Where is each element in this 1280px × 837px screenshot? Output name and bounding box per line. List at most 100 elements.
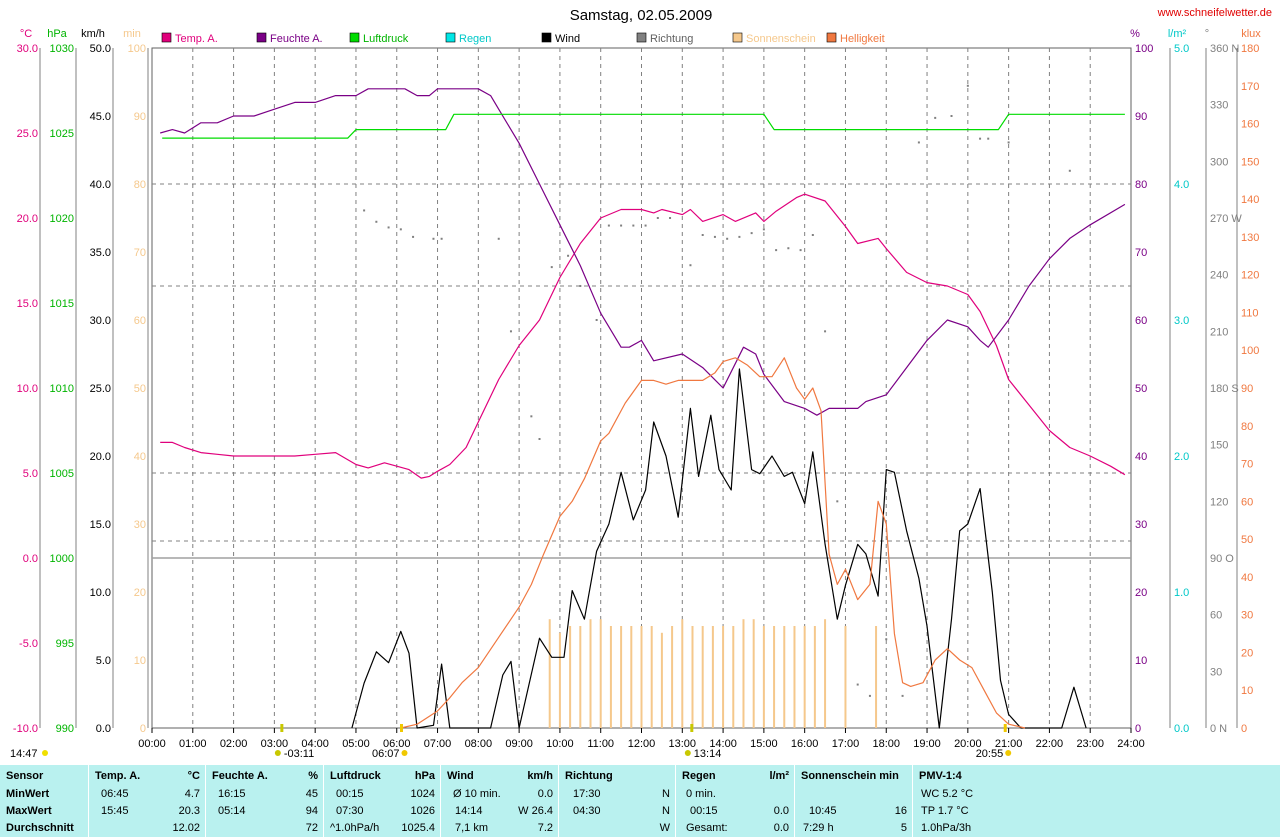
tick-sun-7: 30: [134, 519, 146, 531]
tick-direction-0: 360 N: [1210, 43, 1239, 55]
sun-bar-19: [742, 619, 745, 728]
sunshine-bars: [548, 619, 878, 728]
legend-label-1: Feuchte A.: [270, 33, 323, 45]
sun-bar-17: [722, 626, 725, 728]
legend-swatch-4: [541, 32, 552, 43]
tick-rain-0: 5.0: [1174, 43, 1189, 55]
tick-klux-15: 30: [1241, 610, 1253, 622]
dir-point-0: [363, 209, 366, 212]
marker-label-sunset: 20:55: [976, 748, 1004, 760]
legend-swatch-5: [636, 32, 647, 43]
tick-sun-5: 50: [134, 383, 146, 395]
dir-point-16: [620, 224, 623, 227]
marker-label-moon_culmination: 13:14: [694, 748, 722, 760]
stats-sun-header: Sonnenschein min: [801, 770, 899, 782]
sun-bar-25: [803, 626, 806, 728]
dir-point-13: [579, 285, 582, 287]
x-tick-24: 24:00: [1117, 738, 1145, 750]
dir-point-29: [787, 247, 790, 250]
stats-pressure-col: Luftdruck hPa 00:15 1024 07:30 1026 ^1.0…: [323, 765, 441, 837]
site-url[interactable]: www.schneifelwetter.de: [1157, 7, 1272, 19]
chart-title: Samstag, 02.05.2009: [570, 7, 713, 24]
dir-point-24: [726, 237, 729, 240]
sun-bar-16: [711, 626, 714, 728]
legend-swatch-0: [161, 32, 172, 43]
tick-temp-5: 5.0: [23, 468, 38, 480]
sun-bar-12: [671, 626, 674, 728]
tick-pressure-0: 1030: [50, 43, 74, 55]
unit-pressure: hPa: [47, 28, 67, 40]
dir-point-33: [836, 500, 839, 503]
tick-rain-4: 1.0: [1174, 587, 1189, 599]
stats-direction-col: Richtung 17:30 N 04:30 N W: [558, 765, 676, 837]
pmv-wc: WC 5.2 °C: [921, 788, 974, 800]
weather-chart: Samstag, 02.05.2009 www.schneifelwetter.…: [10, 7, 1272, 760]
sun-bar-26: [813, 626, 816, 728]
stats-pmv-header: PMV-1:4: [919, 770, 962, 782]
sun-total: 7:29 h: [803, 822, 834, 834]
pressure-trend: ^1.0hPa/h: [330, 822, 380, 834]
x-tick-8: 08:00: [465, 738, 493, 750]
tick-klux-4: 140: [1241, 194, 1259, 206]
sun-bar-18: [732, 626, 735, 728]
dir-point-26: [750, 232, 753, 235]
stats-rain-header: Regen: [682, 770, 716, 782]
tick-wind-0: 50.0: [90, 43, 111, 55]
tick-pressure-6: 1000: [50, 553, 74, 565]
unit-rain: l/m²: [1168, 28, 1187, 40]
tick-humidity-4: 60: [1135, 315, 1147, 327]
tick-direction-4: 240: [1210, 270, 1228, 282]
legend-label-5: Richtung: [650, 33, 693, 45]
tick-temp-6: 0.0: [23, 553, 38, 565]
dir-point-28: [775, 249, 778, 252]
direction-max-val: N: [662, 805, 670, 817]
legend-label-4: Wind: [555, 33, 580, 45]
stats-sun-col: Sonnenschein min 10:45 16 7:29 h 5: [794, 765, 913, 837]
humidity-max-val: 94: [305, 805, 318, 817]
dir-point-39: [917, 141, 920, 144]
marker-icon-moon_culmination: [684, 750, 691, 756]
rain-r2-val: 0.0: [773, 805, 789, 817]
series-line-4: [400, 357, 1026, 729]
series-line-1: [160, 88, 1126, 416]
pressure-max-val: 1026: [410, 805, 435, 817]
tick-rain-5: 0.0: [1174, 723, 1189, 735]
dir-point-37: [885, 638, 888, 641]
legend-label-2: Luftdruck: [363, 33, 409, 45]
legend-label-0: Temp. A.: [175, 33, 218, 45]
stats-wind-header: Wind: [447, 770, 474, 782]
x-tick-12: 12:00: [628, 738, 656, 750]
dir-point-32: [824, 330, 827, 333]
rain-total-val: 0.0: [773, 822, 789, 834]
sun-bar-27: [824, 619, 827, 728]
sun-bar-10: [650, 626, 653, 728]
stats-sensor-header: Sensor: [6, 770, 44, 782]
dir-point-8: [509, 330, 512, 333]
x-tick-14: 14:00: [709, 738, 737, 750]
unit-humidity: %: [1130, 28, 1140, 40]
tick-sun-0: 100: [128, 43, 146, 55]
sun-bar-7: [620, 626, 623, 728]
legend-swatch-2: [349, 32, 360, 43]
tick-direction-3: 270 W: [1210, 213, 1242, 225]
stats-rain-col: Regen l/m² 0 min. 00:15 0.0 Gesamt: 0.0: [675, 765, 795, 837]
x-axis: 00:00 01:00 02:00 03:00 04:00 05:00 06:00 07:00…: [138, 728, 1145, 750]
tick-klux-8: 100: [1241, 345, 1259, 357]
tick-pressure-1: 1025: [50, 128, 74, 140]
row-max-label: MaxWert: [6, 805, 52, 817]
stats-pressure-unit: hPa: [414, 770, 435, 782]
tick-rain-3: 2.0: [1174, 451, 1189, 463]
x-tick-20: 20:00: [954, 738, 982, 750]
stats-rain-unit: l/m²: [769, 770, 789, 782]
dir-point-17: [632, 224, 635, 227]
tick-klux-5: 130: [1241, 232, 1259, 244]
sun-bar-21: [762, 626, 765, 728]
tick-humidity-0: 100: [1135, 43, 1153, 55]
dir-point-7: [497, 237, 500, 240]
humidity-min-time: 16:15: [218, 788, 246, 800]
unit-temp: °C: [20, 28, 32, 40]
tick-temp-2: 20.0: [17, 213, 38, 225]
tick-klux-0: 180: [1241, 43, 1259, 55]
stats-temp-col: Temp. A. °C 06:45 4.7 15:45 20.3 12.02: [88, 765, 206, 837]
sun-bar-1: [558, 632, 561, 728]
